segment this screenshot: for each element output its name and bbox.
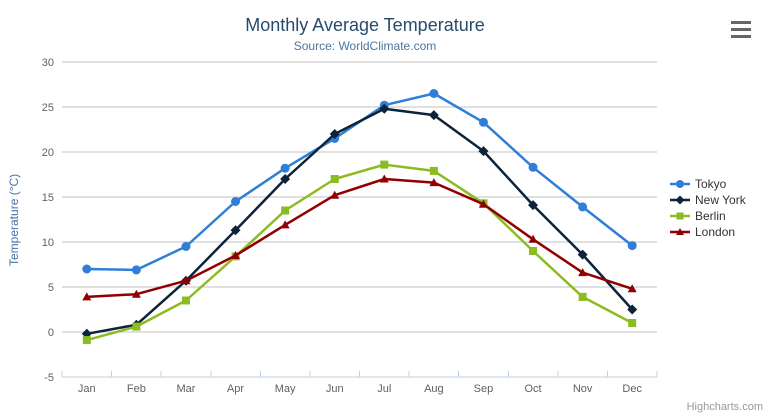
x-axis-label: Jun <box>326 383 344 395</box>
series-line-berlin <box>85 163 634 342</box>
legend-label: Berlin <box>695 209 726 223</box>
chart-subtitle: Source: WorldClimate.com <box>293 39 437 53</box>
legend-label: Tokyo <box>695 177 727 191</box>
y-axis-tick-label: 20 <box>42 147 54 159</box>
series-line-new-york <box>85 107 634 336</box>
x-axis-label: Jul <box>377 383 391 395</box>
data-point-square-marker <box>429 166 438 175</box>
legend-label: London <box>695 225 736 239</box>
x-axis-label: Sep <box>474 383 494 395</box>
data-point-square-marker <box>281 206 290 215</box>
x-axis-label: Nov <box>573 383 593 395</box>
x-axis-label: Apr <box>227 383 244 395</box>
x-axis-label: Jan <box>78 383 96 395</box>
data-point-square-marker <box>132 322 141 331</box>
y-axis-tick-label: -5 <box>44 372 54 384</box>
data-point-triangle-marker <box>478 199 488 208</box>
legend-item-new-york[interactable]: New York <box>670 192 768 208</box>
hamburger-icon <box>731 28 751 31</box>
data-point-diamond-marker <box>329 129 340 139</box>
y-axis-tick-label: 5 <box>48 282 54 294</box>
legend-square-icon <box>670 212 690 220</box>
data-point-diamond-marker <box>280 174 291 184</box>
data-point-diamond-marker <box>478 146 489 157</box>
data-point-circle-marker <box>181 242 191 251</box>
chart-title: Monthly Average Temperature <box>245 15 485 35</box>
legend-item-berlin[interactable]: Berlin <box>670 208 768 224</box>
series-tokyo[interactable] <box>82 89 637 275</box>
series-london[interactable] <box>82 174 637 301</box>
data-point-square-marker <box>181 296 190 305</box>
data-point-circle-marker <box>478 117 488 127</box>
legend-triangle-icon <box>670 228 690 235</box>
data-point-triangle-marker <box>181 276 191 285</box>
legend-label: New York <box>695 193 746 207</box>
x-axis-label: Mar <box>176 383 195 395</box>
data-point-square-marker <box>628 319 637 327</box>
data-point-triangle-marker <box>429 178 439 187</box>
x-axis-label: May <box>275 383 296 395</box>
legend: Tokyo New York Berlin London <box>670 176 768 240</box>
y-axis-tick-label: 15 <box>42 192 54 204</box>
data-point-triangle-marker <box>131 289 141 298</box>
data-point-circle-marker <box>627 241 637 251</box>
data-point-diamond-marker <box>528 200 539 211</box>
data-point-triangle-marker <box>379 174 389 183</box>
data-point-square-marker <box>676 212 684 220</box>
data-point-triangle-marker <box>676 228 684 235</box>
data-point-circle-marker <box>528 162 538 172</box>
legend-circle-icon <box>670 180 690 188</box>
data-point-triangle-marker <box>82 292 92 301</box>
data-point-diamond-marker <box>428 110 439 121</box>
data-point-triangle-marker <box>528 234 538 243</box>
series-line-london <box>85 177 634 299</box>
data-point-triangle-marker <box>578 268 588 277</box>
y-axis-tick-label: 25 <box>42 102 54 114</box>
data-point-circle-marker <box>578 202 588 212</box>
credits-link[interactable]: Highcharts.com <box>686 401 763 413</box>
data-point-circle-marker <box>231 197 241 206</box>
x-axis-label: Dec <box>622 383 642 395</box>
x-axis-label: Feb <box>127 383 146 395</box>
data-point-diamond-marker <box>230 225 241 236</box>
export-menu-button[interactable] <box>731 21 753 38</box>
data-point-triangle-marker <box>627 284 637 293</box>
data-point-triangle-marker <box>231 251 241 259</box>
data-point-triangle-marker <box>330 190 340 199</box>
data-point-square-marker <box>330 175 339 183</box>
series-new-york[interactable] <box>81 103 638 339</box>
x-axis-label: Oct <box>524 383 541 395</box>
legend-item-tokyo[interactable]: Tokyo <box>670 176 768 192</box>
data-point-circle-marker <box>131 265 141 275</box>
y-axis-tick-label: 10 <box>42 237 54 249</box>
data-point-square-marker <box>380 160 389 169</box>
data-point-square-marker <box>578 292 587 301</box>
data-point-circle-marker <box>82 264 92 274</box>
x-axis-label: Aug <box>424 383 444 395</box>
data-point-diamond-marker <box>577 249 588 260</box>
series-line-tokyo <box>85 92 634 272</box>
legend-diamond-icon <box>670 195 690 205</box>
hamburger-icon <box>731 35 751 38</box>
data-point-circle-marker <box>676 180 684 188</box>
legend-item-london[interactable]: London <box>670 224 768 240</box>
data-point-square-marker <box>529 247 538 255</box>
data-point-diamond-marker <box>627 304 638 315</box>
data-point-circle-marker <box>429 89 439 98</box>
data-point-diamond-marker <box>675 195 685 205</box>
y-axis-tick-label: 30 <box>42 57 54 69</box>
data-point-triangle-marker <box>280 220 290 229</box>
data-point-circle-marker <box>280 163 290 173</box>
hamburger-icon <box>731 21 751 24</box>
data-point-square-marker <box>82 336 91 345</box>
data-point-diamond-marker <box>379 103 390 114</box>
y-axis-tick-label: 0 <box>48 327 54 339</box>
